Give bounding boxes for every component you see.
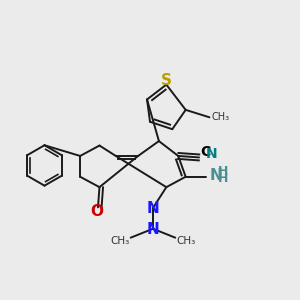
Text: O: O <box>90 204 103 219</box>
Text: H: H <box>218 165 229 178</box>
Text: N: N <box>147 222 159 237</box>
Text: CH₃: CH₃ <box>212 112 230 122</box>
Text: S: S <box>161 73 172 88</box>
Text: N: N <box>210 168 223 183</box>
Text: CH₃: CH₃ <box>177 236 196 246</box>
Text: N: N <box>206 148 218 161</box>
Text: CH₃: CH₃ <box>110 236 129 246</box>
Text: C: C <box>200 145 211 159</box>
Text: H: H <box>218 172 229 185</box>
Text: N: N <box>147 201 159 216</box>
